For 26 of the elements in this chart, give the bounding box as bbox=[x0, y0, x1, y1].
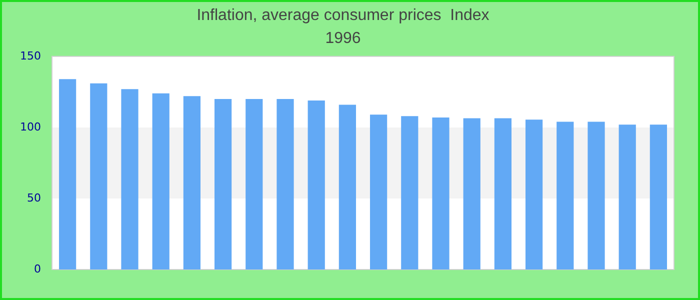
bar bbox=[556, 122, 574, 270]
bar bbox=[183, 96, 201, 270]
bar bbox=[432, 117, 450, 270]
y-tick-label: 50 bbox=[27, 191, 41, 204]
bar bbox=[214, 99, 232, 270]
y-tick-label: 0 bbox=[34, 262, 41, 276]
bar bbox=[588, 122, 605, 270]
bar bbox=[308, 100, 325, 270]
bar bbox=[401, 116, 418, 270]
bar bbox=[463, 118, 480, 270]
bar bbox=[246, 99, 263, 270]
bar bbox=[494, 118, 512, 270]
bar bbox=[338, 104, 356, 270]
y-tick-label: 150 bbox=[20, 49, 41, 62]
bar bbox=[59, 79, 76, 270]
bar bbox=[121, 89, 138, 270]
bar bbox=[618, 124, 636, 270]
y-tick-label: 100 bbox=[20, 120, 41, 134]
bar bbox=[90, 83, 108, 270]
bar bbox=[525, 120, 543, 270]
bar bbox=[152, 93, 170, 270]
bar bbox=[276, 99, 294, 270]
bar bbox=[370, 114, 388, 270]
bar bbox=[650, 124, 668, 270]
chart-subtitle: 1996 bbox=[325, 30, 361, 48]
chart-title: Inflation, average consumer prices Index bbox=[196, 7, 490, 24]
